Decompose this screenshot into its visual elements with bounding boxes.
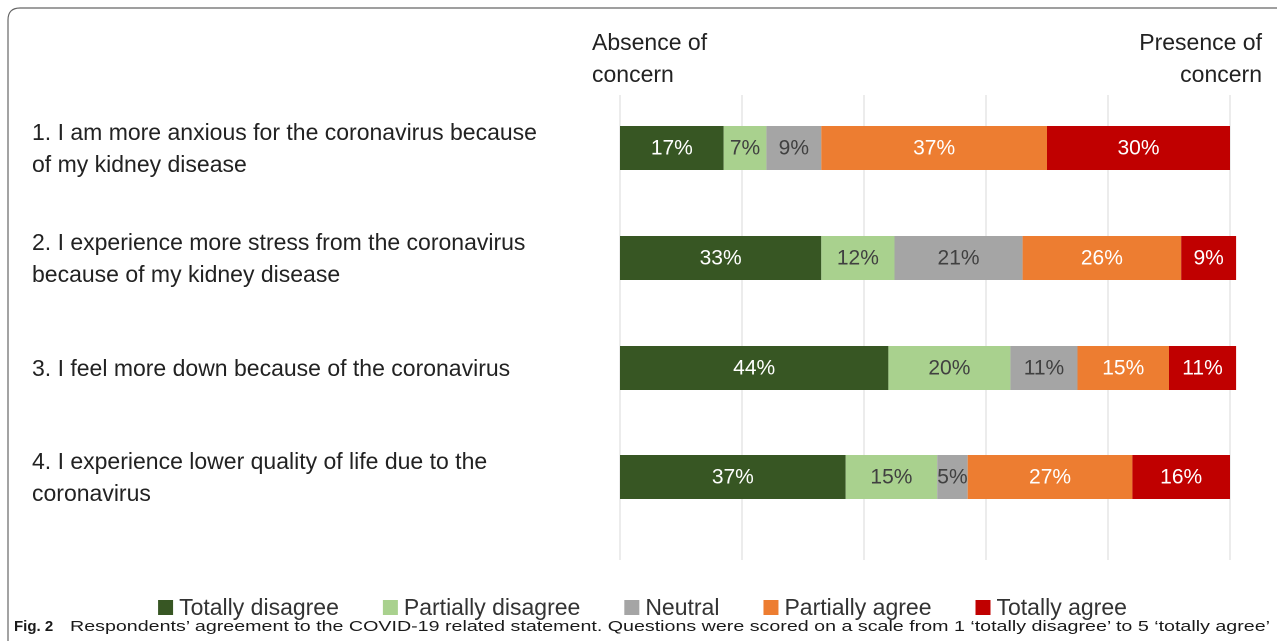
- value-label: 15%: [870, 466, 912, 489]
- legend-label: Totally disagree: [179, 594, 339, 620]
- caption-label: Fig. 2: [14, 618, 53, 635]
- bar-segment: [620, 236, 822, 280]
- value-label: 15%: [1102, 357, 1144, 380]
- legend-label: Partially agree: [784, 594, 931, 620]
- bar-segment: [620, 126, 724, 170]
- frame: [7, 7, 1277, 641]
- value-label: 20%: [928, 357, 970, 380]
- value-label: 30%: [1117, 137, 1159, 160]
- value-label: 37%: [913, 137, 955, 160]
- value-label: 5%: [937, 466, 967, 489]
- value-label: 9%: [1193, 247, 1223, 270]
- bar-segment: [845, 455, 938, 499]
- legend-label: Neutral: [645, 594, 719, 620]
- category-label: 3. I feel more down because of the coron…: [32, 355, 511, 381]
- value-label: 16%: [1160, 466, 1202, 489]
- bar-segment: [888, 346, 1011, 390]
- bar-segment: [620, 455, 846, 499]
- legend-swatch: [382, 600, 398, 615]
- bar-segment: [821, 126, 1047, 170]
- value-label: 17%: [651, 137, 693, 160]
- legend-label: Partially disagree: [404, 594, 580, 620]
- bar-segment: [1047, 126, 1230, 170]
- bar-segment: [1077, 346, 1169, 390]
- value-label: 37%: [712, 466, 754, 489]
- annotation: Presence of concern: [1139, 29, 1262, 87]
- bar-segment: [894, 236, 1023, 280]
- bar-segment: [821, 236, 895, 280]
- legend-swatch: [975, 600, 991, 615]
- legend-swatch: [624, 600, 640, 615]
- category-label: 2. I experience more stress from the cor…: [32, 229, 526, 287]
- value-label: 27%: [1029, 466, 1071, 489]
- legend-swatch: [763, 600, 779, 615]
- bar-segment: [620, 346, 889, 390]
- bar-segment: [1132, 455, 1230, 499]
- category-label: 1. I am more anxious for the coronavirus…: [32, 119, 537, 177]
- bar-segment: [1022, 236, 1182, 280]
- bar-segment: [1010, 346, 1078, 390]
- bar-segment: [967, 455, 1133, 499]
- value-label: 7%: [730, 137, 760, 160]
- value-label: 11%: [1024, 357, 1064, 380]
- value-label: 12%: [837, 247, 879, 270]
- value-label: 11%: [1182, 357, 1222, 380]
- bar-segment: [1181, 236, 1237, 280]
- legend-swatch: [158, 600, 174, 615]
- annotation: Absence of concern: [592, 29, 708, 87]
- value-label: 26%: [1081, 247, 1123, 270]
- value-label: 21%: [938, 247, 980, 270]
- category-label: 4. I experience lower quality of life du…: [32, 448, 488, 506]
- bar-segment: [766, 126, 822, 170]
- value-label: 33%: [700, 247, 742, 270]
- value-label: 44%: [733, 357, 775, 380]
- caption: Respondents’ agreement to the COVID-19 r…: [70, 618, 1270, 635]
- legend-label: Totally agree: [997, 594, 1127, 620]
- value-label: 9%: [779, 137, 809, 160]
- bar-segment: [937, 455, 968, 499]
- bar-segment: [723, 126, 767, 170]
- bar-segment: [1169, 346, 1237, 390]
